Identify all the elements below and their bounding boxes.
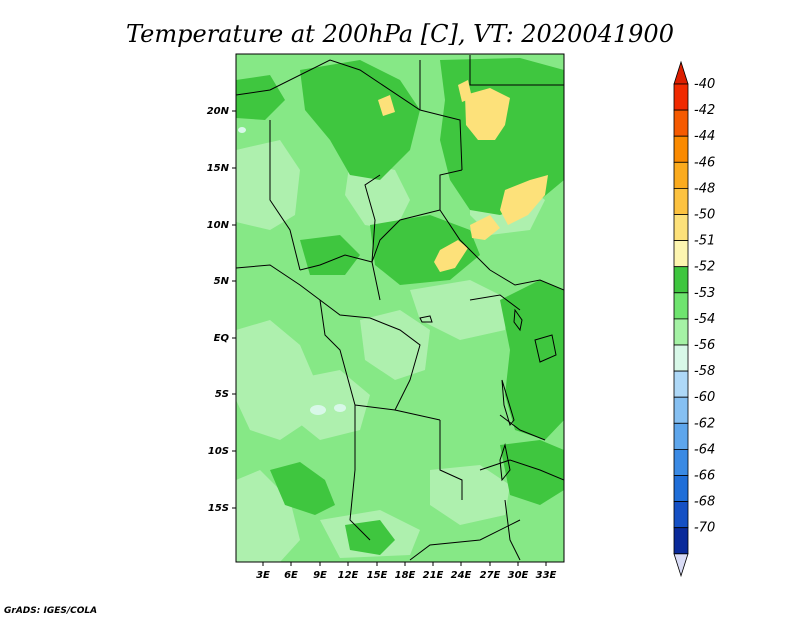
- lon-tick-label: 12E: [338, 570, 359, 581]
- legend-label: -68: [694, 495, 715, 510]
- lat-tick-label: 5S: [215, 389, 229, 400]
- legend-label: -52: [694, 260, 715, 275]
- longitude-axis: 3E 6E 9E 12E 15E 18E 21E 24E 27E 30E 33E: [256, 562, 557, 581]
- legend-swatch: [673, 214, 689, 242]
- lon-tick-label: 18E: [395, 570, 416, 581]
- legend-label: -58: [694, 364, 715, 379]
- color-legend: -40 -42 -44 -46 -48 -50 -51 -52 -53 -54 -56 -58 -60 -…: [673, 60, 715, 578]
- legend-label: -50: [694, 208, 715, 223]
- legend-swatch: [673, 292, 689, 320]
- legend-label: -64: [694, 442, 715, 457]
- latitude-axis: 20N 15N 10N 5N EQ 5S 10S 15S: [207, 106, 236, 514]
- lake-outlines: [419, 308, 557, 482]
- legend-label: -70: [694, 521, 715, 536]
- legend-swatch: [673, 344, 689, 372]
- credit-label: GrADS: IGES/COLA: [4, 606, 97, 616]
- legend-label: -62: [694, 416, 715, 431]
- legend-swatch: [673, 422, 689, 450]
- lon-tick-label: 6E: [284, 570, 298, 581]
- lat-tick-label: 10N: [207, 220, 230, 231]
- legend-label: -46: [694, 155, 715, 170]
- lon-tick-label: 9E: [313, 570, 327, 581]
- legend-swatch: [673, 527, 689, 555]
- lat-tick-label: EQ: [214, 333, 230, 344]
- legend-swatch: [673, 161, 689, 189]
- map-panel: [236, 54, 564, 562]
- lon-tick-label: 15E: [367, 570, 388, 581]
- legend-label: -66: [694, 469, 715, 484]
- legend-label: -48: [694, 181, 715, 196]
- lat-tick-label: 20N: [207, 106, 230, 117]
- lon-tick-label: 30E: [508, 570, 529, 581]
- legend-swatch: [673, 501, 689, 529]
- cool-shading: [238, 127, 346, 415]
- lat-tick-label: 15S: [208, 503, 229, 514]
- legend-swatch: [673, 187, 689, 215]
- country-boundaries: [236, 55, 564, 561]
- legend-swatch: [673, 448, 689, 476]
- legend-label: -54: [694, 312, 715, 327]
- legend-swatch: [673, 396, 689, 424]
- lon-tick-label: 24E: [451, 570, 472, 581]
- lon-tick-label: 27E: [480, 570, 501, 581]
- legend-label: -40: [694, 77, 715, 92]
- legend-bottom-arrow: [673, 553, 689, 578]
- map-title: Temperature at 200hPa [C], VT: 202004190…: [126, 20, 674, 48]
- lon-tick-label: 21E: [423, 570, 444, 581]
- light-shading: [236, 140, 545, 562]
- warm-shading: [378, 80, 548, 272]
- lat-tick-label: 10S: [208, 446, 229, 457]
- lon-tick-label: 3E: [256, 570, 270, 581]
- legend-swatch: [673, 266, 689, 294]
- legend-swatch: [673, 109, 689, 137]
- legend-label: -44: [694, 129, 715, 144]
- map-frame: [235, 53, 565, 563]
- legend-label: -51: [694, 234, 715, 249]
- legend-top-arrow: [673, 60, 689, 85]
- legend-swatch: [673, 135, 689, 163]
- lat-tick-label: 5N: [214, 276, 230, 287]
- legend-swatch: [673, 475, 689, 503]
- legend-label: -42: [694, 103, 715, 118]
- legend-swatch: [673, 370, 689, 398]
- legend-label: -60: [694, 390, 715, 405]
- legend-label: -56: [694, 338, 715, 353]
- lon-tick-label: 33E: [536, 570, 557, 581]
- legend-swatch: [673, 318, 689, 346]
- lat-tick-label: 15N: [207, 163, 230, 174]
- legend-swatch: [673, 240, 689, 268]
- legend-swatch: [673, 83, 689, 111]
- legend-label: -53: [694, 286, 715, 301]
